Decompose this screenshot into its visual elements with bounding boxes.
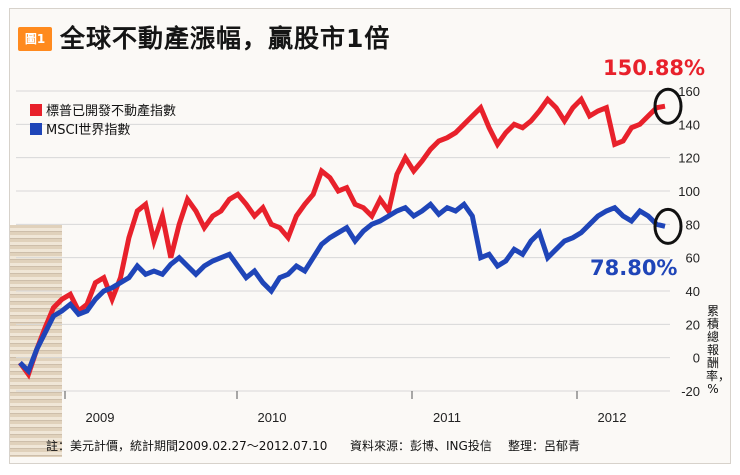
series-lines xyxy=(17,95,666,380)
y-tick-label: 0 xyxy=(693,351,700,366)
footer-source: 資料來源：彭博、ING投信 xyxy=(350,439,492,453)
end-markers xyxy=(653,87,683,245)
y-tick-label: 160 xyxy=(678,84,700,99)
background-photo-money-stack xyxy=(10,225,62,457)
x-tick-label: 2011 xyxy=(433,410,461,425)
x-tick-label: 2009 xyxy=(86,410,115,425)
blue-end-label: 78.80% xyxy=(590,256,678,280)
x-tick-label: 2010 xyxy=(258,410,287,425)
y-tick-label: 80 xyxy=(686,217,700,232)
red-end-label: 150.88% xyxy=(603,56,706,80)
y-tick-label: -20 xyxy=(681,384,700,399)
legend-label-msci: MSCI世界指數 xyxy=(46,123,131,138)
legend-swatch-blue xyxy=(30,122,42,135)
y-axis-ticks: 160 140 120 100 80 60 40 20 0 -20 xyxy=(678,84,700,399)
x-axis-ticks: 2009 2010 2011 2012 xyxy=(64,391,627,425)
series-line-msci xyxy=(18,200,666,376)
legend-swatch-red xyxy=(30,103,42,116)
end-circle-msci xyxy=(653,207,683,245)
chart-legend: 標普已開發不動產指數 MSCI世界指數 xyxy=(30,100,176,138)
figure-title: 全球不動產漲幅，贏股市1倍 xyxy=(60,24,391,53)
legend-item-msci: MSCI世界指數 xyxy=(30,119,176,138)
y-axis-title: 累積總報酬率，% xyxy=(706,304,731,396)
x-tick-label: 2012 xyxy=(598,410,627,425)
y-tick-label: 20 xyxy=(686,317,700,332)
y-tick-label: 120 xyxy=(678,151,700,166)
figure-badge: 圖1 xyxy=(18,27,52,51)
legend-label-real-estate: 標普已開發不動產指數 xyxy=(46,104,177,119)
footer-note: 註：美元計價，統計期間2009.02.27～2012.07.10 xyxy=(46,439,328,453)
footer-editor: 整理：呂郁青 xyxy=(508,439,581,453)
y-tick-label: 40 xyxy=(686,284,700,299)
series-line-real-estate xyxy=(17,95,666,380)
legend-item-real-estate: 標普已開發不動產指數 xyxy=(30,100,176,119)
end-circle-real-estate xyxy=(653,87,683,125)
y-tick-label: 100 xyxy=(678,184,700,199)
y-tick-label: 60 xyxy=(686,251,700,266)
y-tick-label: 140 xyxy=(678,117,700,132)
